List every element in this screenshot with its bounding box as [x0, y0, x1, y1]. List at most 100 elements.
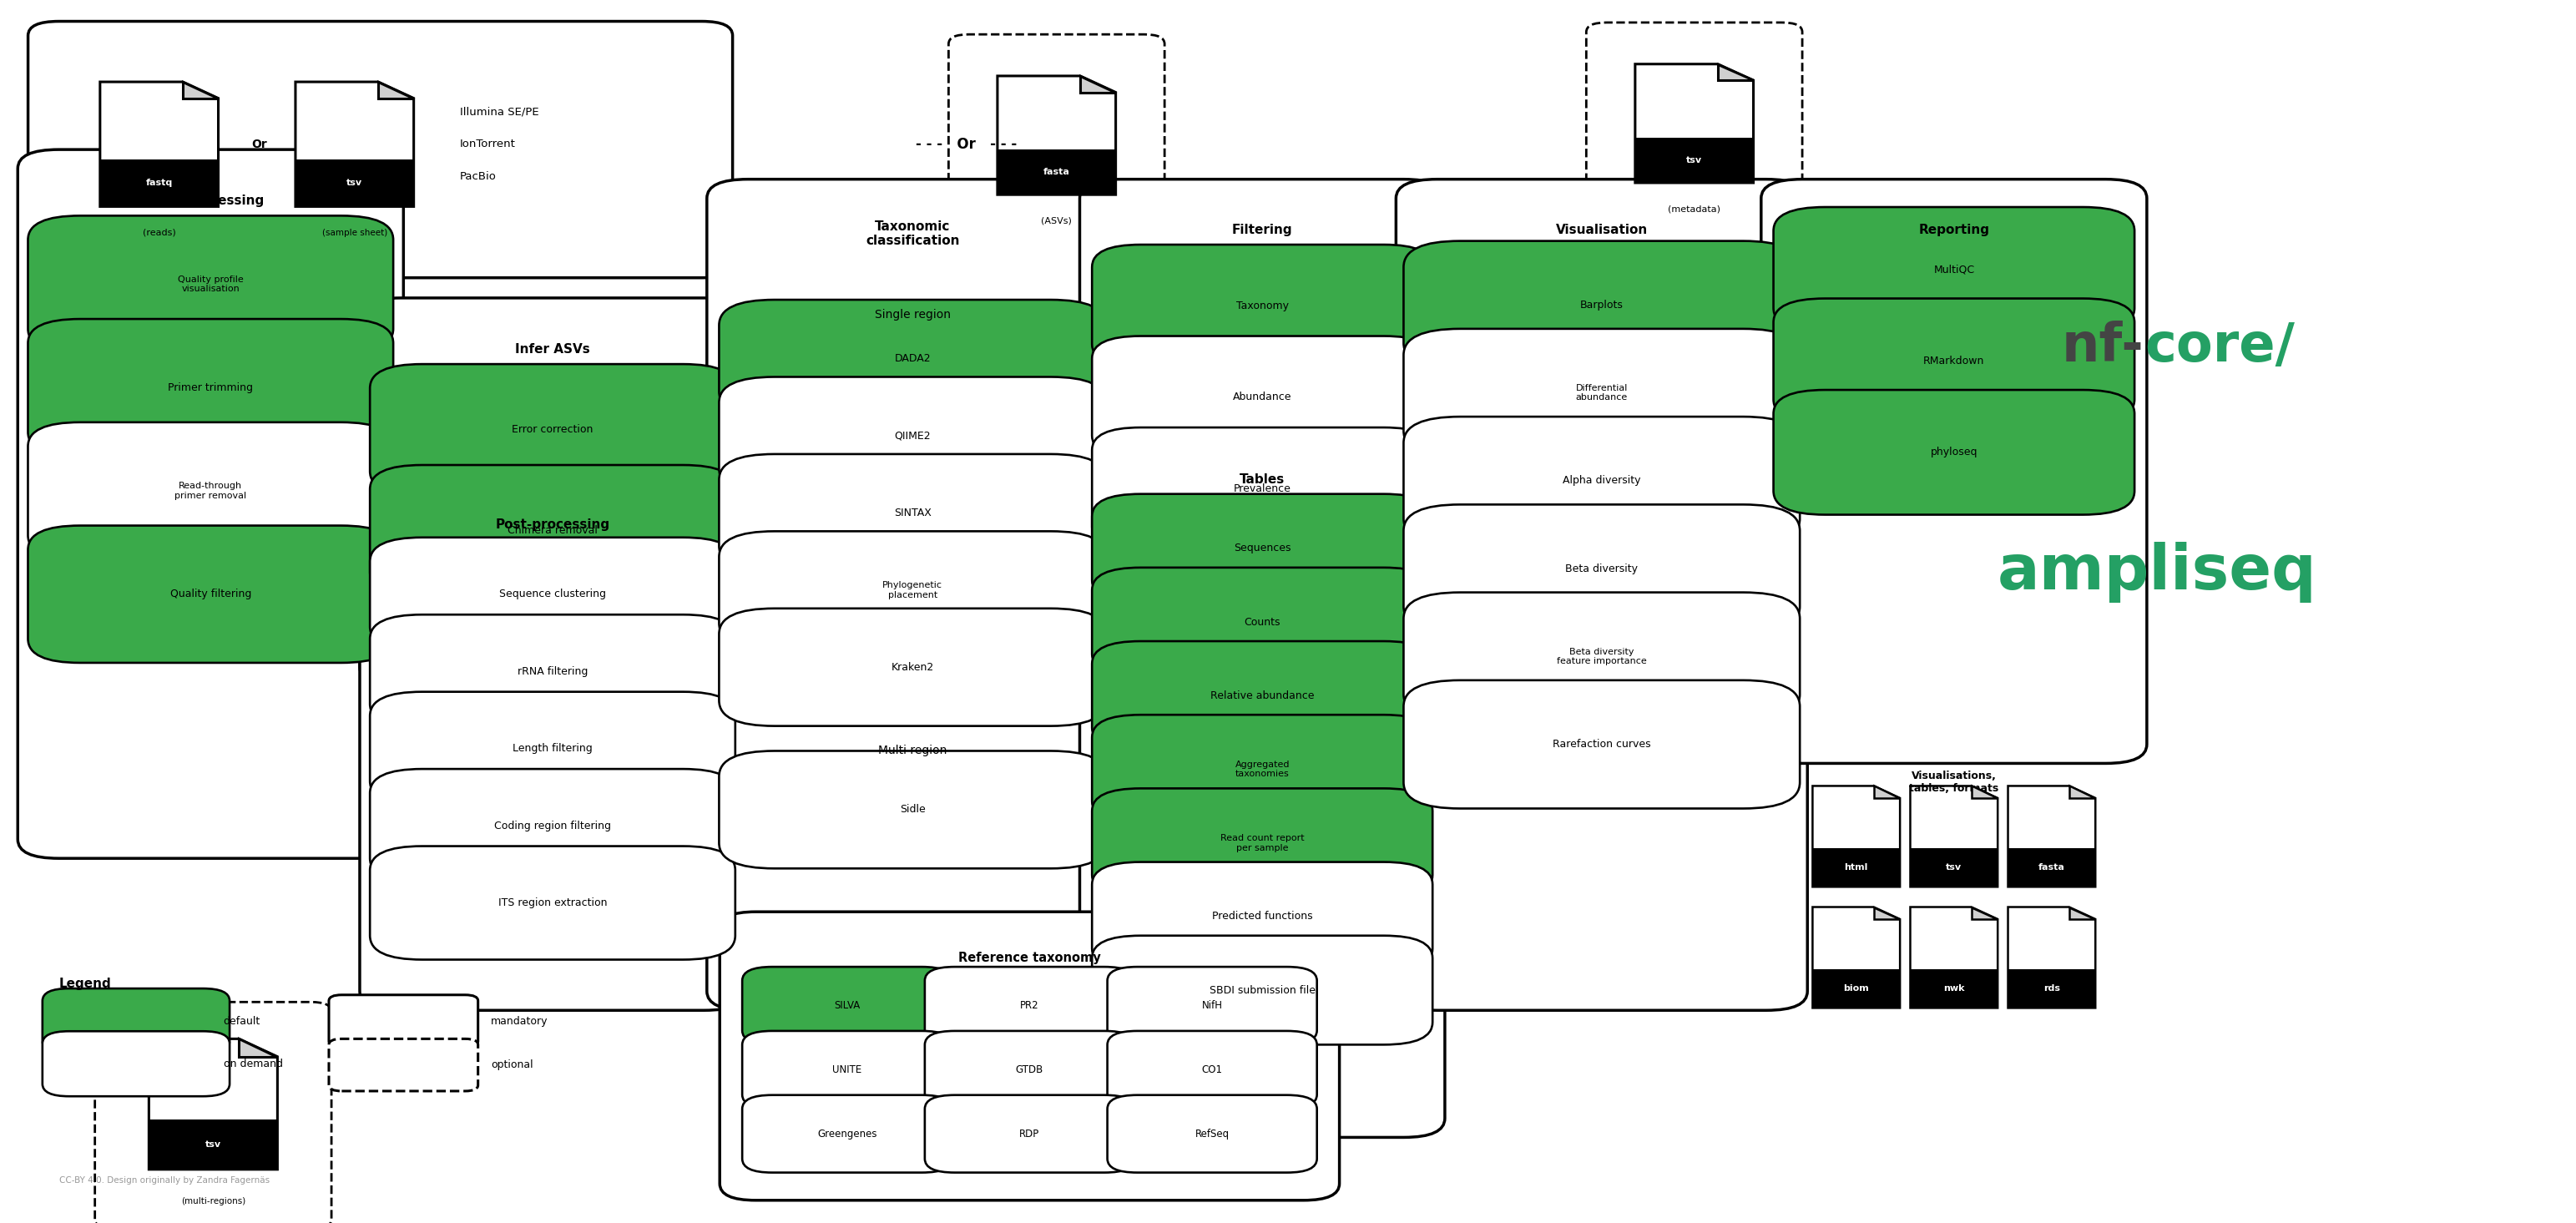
Polygon shape	[183, 82, 219, 98]
Text: PR2: PR2	[1020, 1000, 1038, 1011]
Bar	[1814, 970, 1901, 1008]
FancyBboxPatch shape	[1092, 567, 1432, 676]
Bar	[2007, 970, 2094, 1008]
FancyBboxPatch shape	[1092, 641, 1432, 750]
Text: Visualisation: Visualisation	[1556, 224, 1649, 236]
Text: Pre-processing: Pre-processing	[157, 194, 265, 207]
Polygon shape	[100, 82, 219, 207]
FancyBboxPatch shape	[371, 537, 734, 651]
FancyBboxPatch shape	[1092, 936, 1432, 1044]
Text: RDP: RDP	[1020, 1129, 1041, 1140]
FancyBboxPatch shape	[1092, 428, 1432, 549]
Text: Illumina SE/PE: Illumina SE/PE	[461, 106, 538, 117]
Text: optional: optional	[492, 1059, 533, 1070]
Text: Beta diversity: Beta diversity	[1566, 564, 1638, 574]
Bar	[149, 1120, 278, 1169]
Polygon shape	[1718, 64, 1754, 81]
FancyBboxPatch shape	[1108, 1095, 1316, 1173]
Text: Greengenes: Greengenes	[817, 1129, 876, 1140]
Bar	[2007, 849, 2094, 887]
FancyBboxPatch shape	[371, 364, 734, 495]
Text: Abundance: Abundance	[1234, 391, 1291, 402]
Polygon shape	[379, 82, 415, 98]
FancyBboxPatch shape	[1108, 1031, 1316, 1108]
FancyBboxPatch shape	[371, 769, 734, 883]
Polygon shape	[2007, 907, 2094, 1008]
Polygon shape	[1814, 786, 1901, 887]
Text: Predicted functions: Predicted functions	[1211, 911, 1314, 922]
Text: tsv: tsv	[206, 1140, 222, 1148]
Polygon shape	[1911, 907, 1999, 1008]
FancyBboxPatch shape	[1404, 241, 1801, 369]
Polygon shape	[1012, 682, 1131, 735]
Polygon shape	[1971, 907, 1999, 920]
FancyBboxPatch shape	[1108, 967, 1316, 1044]
Text: Chimera removal: Chimera removal	[507, 525, 598, 536]
Text: Phylogenetic
placement: Phylogenetic placement	[884, 581, 943, 599]
Text: (sample sheet): (sample sheet)	[322, 229, 386, 237]
Text: Reference taxonomy: Reference taxonomy	[958, 951, 1100, 965]
Text: Aggregated
taxonomies: Aggregated taxonomies	[1234, 761, 1291, 778]
Polygon shape	[317, 623, 456, 742]
FancyBboxPatch shape	[1404, 417, 1801, 545]
Text: Barplots: Barplots	[1579, 300, 1623, 311]
Text: core/: core/	[2143, 320, 2295, 373]
FancyBboxPatch shape	[28, 526, 394, 663]
FancyBboxPatch shape	[371, 465, 734, 597]
Text: QIIME2: QIIME2	[894, 430, 930, 442]
Text: Kraken2: Kraken2	[891, 662, 935, 673]
FancyBboxPatch shape	[41, 1031, 229, 1096]
Text: Differential
abundance: Differential abundance	[1577, 384, 1628, 402]
Bar	[1636, 138, 1754, 182]
Text: Single region: Single region	[876, 308, 951, 320]
Text: on demand: on demand	[224, 1058, 283, 1069]
Text: Filtering: Filtering	[1231, 224, 1293, 236]
Text: SINTAX: SINTAX	[894, 508, 933, 519]
Text: Sequences: Sequences	[1234, 543, 1291, 554]
FancyBboxPatch shape	[925, 1031, 1133, 1108]
Polygon shape	[1971, 786, 1999, 799]
Polygon shape	[2069, 786, 2094, 799]
FancyBboxPatch shape	[719, 377, 1105, 494]
Text: NifH: NifH	[1203, 1000, 1224, 1011]
Text: RefSeq: RefSeq	[1195, 1129, 1229, 1140]
Text: rRNA filtering: rRNA filtering	[518, 667, 587, 676]
FancyBboxPatch shape	[1404, 505, 1801, 632]
FancyBboxPatch shape	[1772, 298, 2136, 423]
FancyBboxPatch shape	[706, 180, 1118, 1010]
FancyBboxPatch shape	[719, 751, 1105, 868]
Text: rds: rds	[2043, 985, 2061, 993]
FancyBboxPatch shape	[28, 319, 394, 456]
Text: Read-through
primer removal: Read-through primer removal	[175, 482, 247, 500]
Polygon shape	[652, 437, 783, 497]
Text: Reporting: Reporting	[1919, 224, 1989, 236]
Text: tsv: tsv	[348, 179, 363, 187]
Text: Sequence clustering: Sequence clustering	[500, 588, 605, 599]
Polygon shape	[155, 169, 270, 264]
Polygon shape	[639, 714, 752, 767]
Text: phyloseq: phyloseq	[1929, 446, 1978, 457]
FancyBboxPatch shape	[1092, 789, 1432, 898]
Polygon shape	[912, 193, 1069, 248]
FancyBboxPatch shape	[742, 967, 951, 1044]
Text: Beta diversity
feature importance: Beta diversity feature importance	[1556, 647, 1646, 665]
Text: biom: biom	[1844, 985, 1870, 993]
FancyBboxPatch shape	[28, 21, 732, 278]
FancyBboxPatch shape	[742, 1031, 951, 1108]
Bar	[1911, 849, 1999, 887]
Polygon shape	[1911, 786, 1999, 887]
FancyBboxPatch shape	[719, 300, 1105, 417]
FancyBboxPatch shape	[1092, 714, 1432, 824]
FancyBboxPatch shape	[28, 422, 394, 559]
FancyBboxPatch shape	[1092, 494, 1432, 603]
FancyBboxPatch shape	[361, 473, 744, 1010]
Text: Counts: Counts	[1244, 616, 1280, 627]
Text: ITS region extraction: ITS region extraction	[497, 898, 608, 909]
FancyBboxPatch shape	[1587, 22, 1803, 237]
Text: (multi-regions): (multi-regions)	[180, 1197, 245, 1206]
Polygon shape	[2069, 907, 2094, 920]
Text: Error correction: Error correction	[513, 424, 592, 435]
FancyBboxPatch shape	[371, 846, 734, 960]
FancyBboxPatch shape	[719, 454, 1105, 571]
Text: Quality profile
visualisation: Quality profile visualisation	[178, 275, 245, 294]
